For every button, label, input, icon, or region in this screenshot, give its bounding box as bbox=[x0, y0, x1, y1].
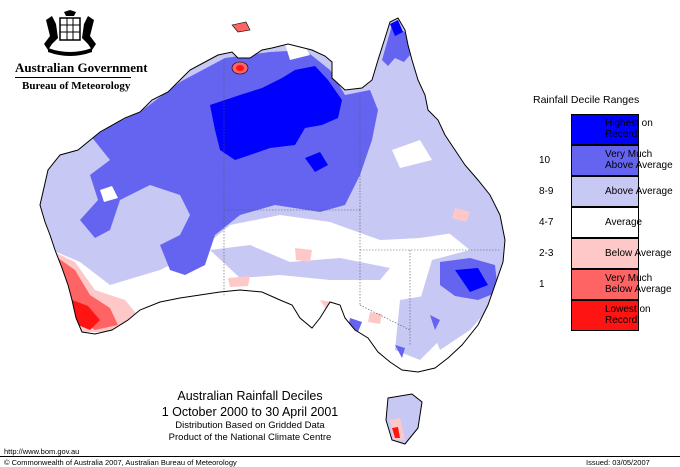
melville-island bbox=[231, 21, 251, 33]
rainfall-decile-map bbox=[39, 17, 506, 445]
legend-swatch bbox=[571, 269, 639, 300]
legend-swatch bbox=[571, 114, 639, 145]
website-url: http://www.bom.gov.au bbox=[4, 447, 80, 456]
government-name: Australian Government bbox=[15, 60, 148, 75]
legend-swatch bbox=[571, 207, 639, 238]
very-much-above-average-region bbox=[382, 25, 410, 66]
tasmania bbox=[385, 393, 423, 445]
legend-item: 10 Very Much Above Average bbox=[533, 145, 678, 176]
legend-item: 1 Very Much Below Average bbox=[533, 269, 678, 300]
legend-item: Highest on Record bbox=[533, 114, 678, 145]
highest-on-record-region bbox=[455, 268, 488, 292]
legend-code: 10 bbox=[539, 155, 551, 166]
legend-title: Rainfall Decile Ranges bbox=[533, 94, 640, 106]
legend-code: 4-7 bbox=[539, 217, 554, 228]
legend-label: Very Much Above Average bbox=[605, 149, 673, 171]
footer-divider bbox=[0, 456, 680, 457]
legend-label: Highest on Record bbox=[605, 118, 653, 140]
bureau-name: Bureau of Meteorology bbox=[22, 80, 131, 92]
legend-label: Very Much Below Average bbox=[605, 273, 672, 295]
commonwealth-coat-of-arms-icon bbox=[44, 10, 96, 56]
legend-swatch bbox=[571, 238, 639, 269]
header-divider bbox=[15, 77, 131, 78]
highest-on-record-region bbox=[390, 20, 403, 36]
map-note: Product of the National Climate Centre bbox=[168, 432, 332, 443]
state-borders bbox=[223, 60, 500, 345]
legend-label: Average bbox=[605, 217, 643, 228]
very-much-below-average-region bbox=[58, 258, 118, 330]
highest-on-record-region bbox=[210, 66, 342, 160]
highest-on-record-region bbox=[305, 152, 328, 172]
lowest-on-record-region bbox=[72, 300, 100, 330]
legend-item: 8-9 Above Average bbox=[533, 176, 678, 207]
map-title: Australian Rainfall Deciles bbox=[177, 389, 323, 403]
legend-code: 2-3 bbox=[539, 248, 554, 259]
legend-swatch bbox=[571, 145, 639, 176]
decile-legend: Rainfall Decile Ranges Highest on Record… bbox=[533, 94, 678, 344]
copyright-notice: © Commonwealth of Australia 2007, Austra… bbox=[4, 458, 237, 467]
legend-swatch bbox=[571, 300, 639, 331]
legend-item: 4-7 Average bbox=[533, 207, 678, 238]
legend-swatch bbox=[571, 176, 639, 207]
legend-item: Lowest on Record bbox=[533, 300, 678, 331]
map-note: Distribution Based on Gridded Data bbox=[175, 420, 325, 431]
legend-code: 8-9 bbox=[539, 186, 554, 197]
legend-label: Above Average bbox=[605, 186, 673, 197]
map-period: 1 October 2000 to 30 April 2001 bbox=[161, 405, 339, 419]
legend-code: 1 bbox=[539, 279, 545, 290]
map-titles: Australian Rainfall Deciles 1 October 20… bbox=[120, 388, 380, 444]
legend-item: 2-3 Below Average bbox=[533, 238, 678, 269]
issued-date: Issued: 03/05/2007 bbox=[586, 458, 650, 467]
lowest-on-record-spot bbox=[231, 61, 249, 75]
legend-label: Below Average bbox=[605, 248, 672, 259]
legend-label: Lowest on Record bbox=[605, 304, 651, 326]
